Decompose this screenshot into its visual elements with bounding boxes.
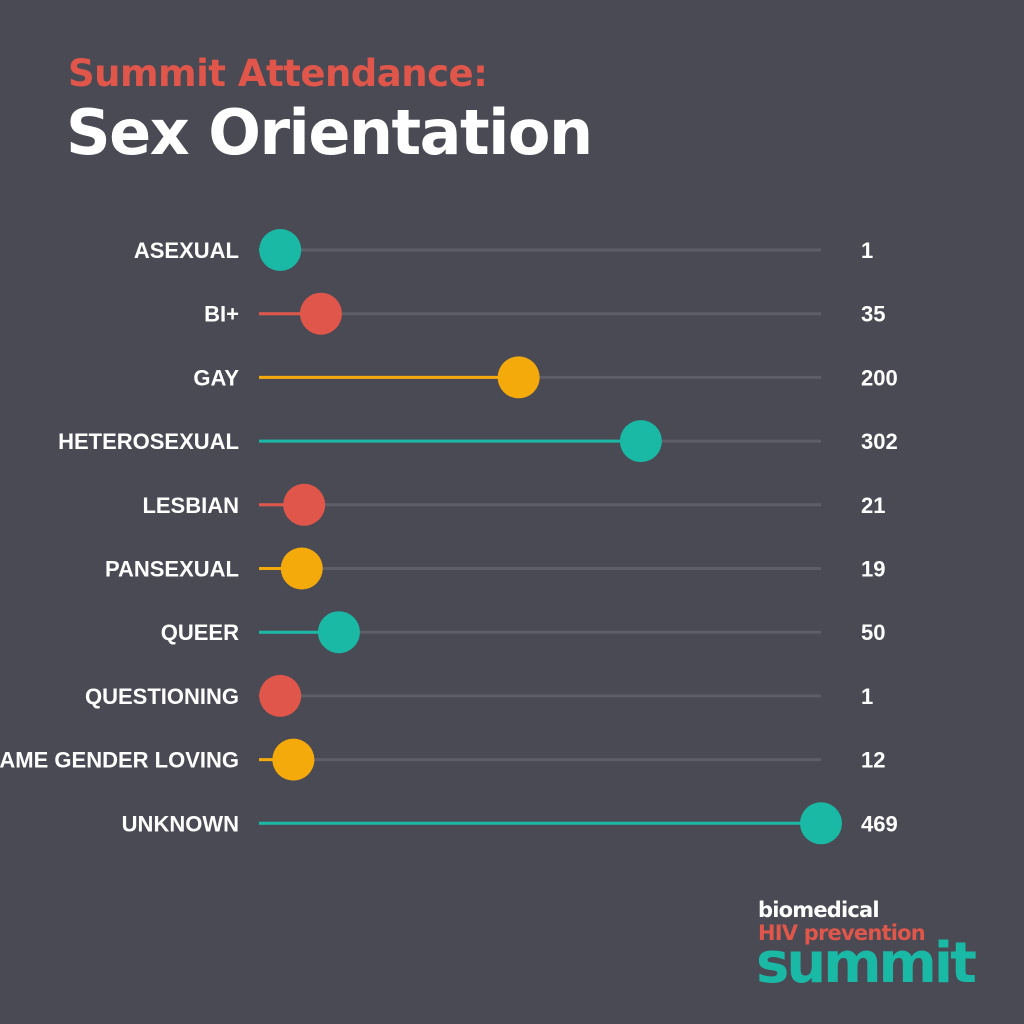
category-label: QUESTIONING [85, 684, 239, 709]
chart-subtitle: Sex Orientation [66, 96, 593, 169]
category-label: GAY [193, 365, 239, 390]
data-point [317, 611, 360, 654]
data-point [800, 802, 842, 845]
stem-lines [259, 248, 821, 825]
category-label: PANSEXUAL [105, 557, 239, 582]
category-label: LESBIAN [142, 493, 239, 518]
track-lines [259, 248, 821, 825]
value-label: 200 [861, 365, 898, 390]
chart-title: Summit Attendance: [68, 52, 488, 95]
category-labels: ASEXUAL BI+ GAY HETEROSEXUAL LESBIAN PANSEXUA… [0, 238, 239, 836]
value-label: 1 [861, 238, 873, 263]
logo-line-biomedical: biomedical [758, 898, 880, 922]
logo-line-summit: summit [756, 931, 977, 996]
value-label: 302 [861, 429, 898, 454]
data-point [259, 229, 302, 271]
data-point [299, 292, 342, 335]
value-label: 19 [861, 557, 885, 582]
data-point [283, 483, 326, 526]
data-point [619, 420, 662, 463]
summit-logo: biomedical HIV prevention summit [756, 898, 977, 996]
category-label: HETEROSEXUAL [58, 429, 239, 454]
data-point [280, 547, 323, 590]
category-label: QUEER [161, 620, 239, 645]
category-label: SAME GENDER LOVING [0, 748, 239, 773]
category-label: ASEXUAL [134, 238, 239, 263]
value-labels: 1 35 200 302 21 19 50 1 12 469 [861, 238, 898, 836]
category-label: BI+ [204, 302, 239, 327]
value-label: 469 [861, 811, 898, 836]
value-label: 50 [861, 620, 885, 645]
value-label: 21 [861, 493, 885, 518]
data-points [259, 229, 842, 845]
data-point [259, 674, 302, 717]
data-point [272, 738, 315, 781]
logo-line-hiv-prevention: HIV prevention [758, 921, 926, 945]
value-label: 12 [861, 748, 885, 773]
value-label: 1 [861, 684, 873, 709]
data-point [497, 356, 540, 399]
value-label: 35 [861, 302, 885, 327]
category-label: UNKNOWN [122, 811, 239, 836]
